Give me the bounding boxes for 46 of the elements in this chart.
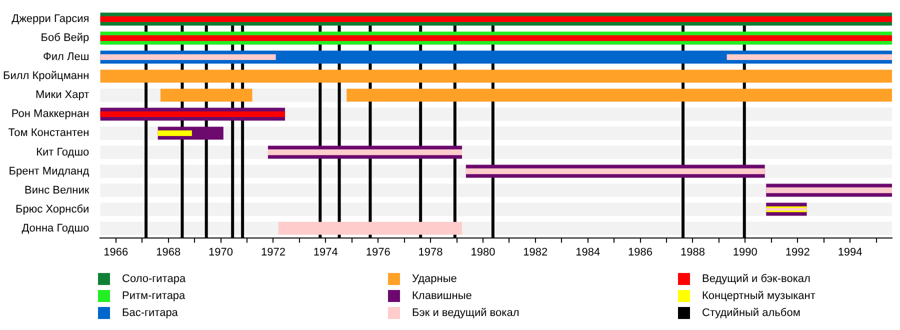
legend-label: Соло-гитара — [122, 272, 186, 284]
bar — [726, 54, 892, 60]
legend-label: Бас-гитара — [122, 306, 178, 318]
legend-label: Ударные — [412, 272, 457, 284]
legend-label: Студийный альбом — [702, 306, 800, 318]
y-tick-label: Фил Леш — [43, 51, 90, 64]
x-tick-label: 1986 — [628, 246, 653, 258]
y-tick-label: Донна Годшо — [22, 222, 90, 234]
bar — [158, 130, 192, 136]
y-tick-label: Билл Кройцманн — [2, 70, 90, 82]
x-tick-label: 1978 — [418, 246, 443, 258]
x-tick-label: 1988 — [680, 246, 705, 258]
bar — [766, 187, 892, 194]
bar — [100, 35, 892, 41]
bar — [268, 149, 462, 156]
legend-label: Ведущий и бэк-вокал — [702, 272, 810, 284]
y-tick-label: Кит Годшо — [36, 146, 90, 158]
x-tick-label: 1972 — [260, 246, 286, 258]
legend-label: Ритм-гитара — [122, 290, 186, 302]
x-tick-label: 1994 — [838, 246, 862, 258]
y-tick-label: Том Константен — [8, 127, 90, 140]
x-tick-label: 1968 — [156, 246, 181, 258]
x-tick-label: 1990 — [732, 246, 758, 258]
legend-label: Бэк и ведущий вокал — [412, 306, 520, 318]
x-tick-label: 1974 — [313, 246, 338, 258]
bar — [278, 222, 462, 235]
y-tick-label: Брюс Хорнсби — [16, 203, 90, 216]
bar — [100, 111, 286, 118]
y-tick-label: Джерри Гарсия — [12, 13, 90, 26]
y-tick-label: Брент Мидланд — [8, 165, 90, 178]
x-tick-label: 1982 — [523, 246, 548, 258]
bar — [100, 16, 892, 22]
y-tick-label: Рон Маккернан — [11, 108, 90, 120]
y-tick-label: Мики Харт — [35, 89, 90, 102]
x-tick-label: 1980 — [470, 246, 496, 258]
bar — [100, 54, 276, 60]
legend-label: Клавишные — [412, 290, 472, 302]
legend-label: Концертный музыкант — [702, 290, 816, 302]
y-tick-label: Боб Вейр — [40, 32, 90, 44]
x-tick-label: 1984 — [576, 246, 600, 258]
x-tick-label: 1966 — [104, 246, 128, 258]
x-tick-label: 1970 — [208, 246, 234, 258]
y-tick-label: Винс Велник — [24, 184, 90, 196]
x-tick-label: 1976 — [366, 246, 390, 258]
bar — [466, 168, 765, 174]
x-tick-label: 1992 — [785, 246, 810, 258]
